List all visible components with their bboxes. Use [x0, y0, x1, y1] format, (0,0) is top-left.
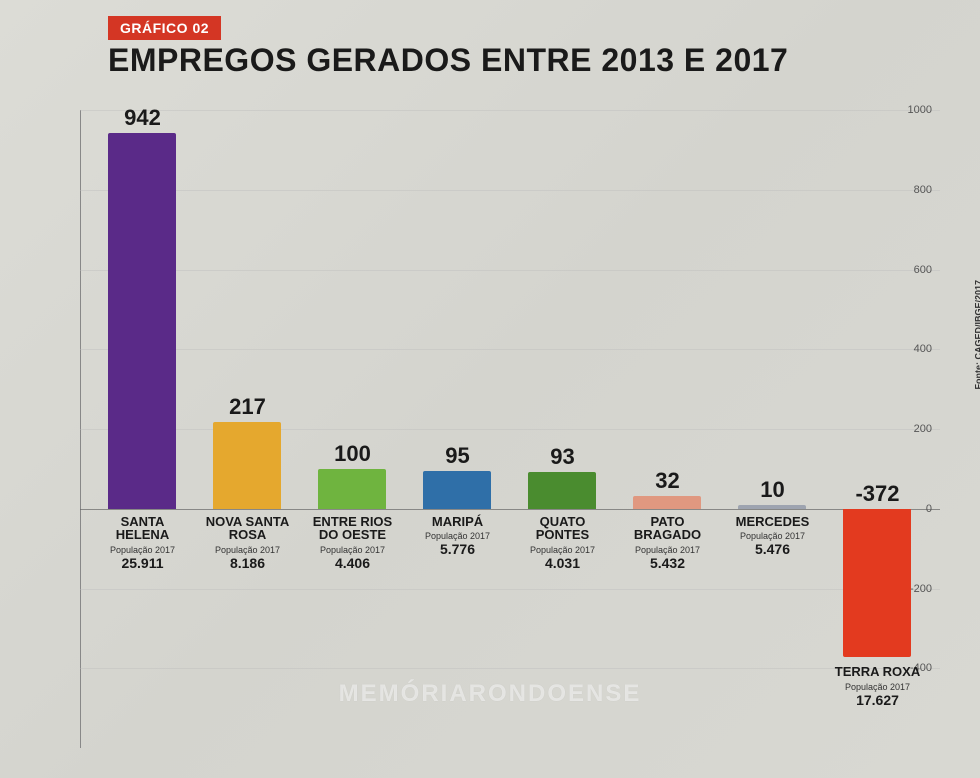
bar-pop-value: 4.406	[300, 555, 405, 571]
bar-pop-label: População 2017	[825, 682, 930, 692]
bar-value: 942	[90, 105, 195, 131]
bar-slot: 32 PATO BRAGADO População 20175.432	[615, 110, 720, 748]
bar-value: 32	[615, 468, 720, 494]
bar-pop-label: População 2017	[195, 545, 300, 555]
bar-pop-label: População 2017	[90, 545, 195, 555]
bar-pop-value: 17.627	[825, 692, 930, 708]
bar-name: PATO BRAGADO	[615, 515, 720, 542]
bar-pop-value: 5.476	[720, 541, 825, 557]
chart-badge: GRÁFICO 02	[108, 16, 221, 40]
bar-value: 95	[405, 443, 510, 469]
bar-value: 93	[510, 444, 615, 470]
bar-slot: 10 MERCEDES População 20175.476	[720, 110, 825, 748]
bar-slot: 93 QUATO PONTES População 20174.031	[510, 110, 615, 748]
bar-name: QUATO PONTES	[510, 515, 615, 542]
bar-name: SANTA HELENA	[90, 515, 195, 542]
bar-label: PATO BRAGADO População 20175.432	[615, 515, 720, 571]
bar-slot: 942SANTA HELENAPopulação 201725.911	[90, 110, 195, 748]
bar-pop-value: 25.911	[90, 555, 195, 571]
bar-label: QUATO PONTES População 20174.031	[510, 515, 615, 571]
bar-pop-value: 5.432	[615, 555, 720, 571]
bar-label: MERCEDES População 20175.476	[720, 515, 825, 558]
bar	[633, 496, 701, 509]
bar	[423, 471, 491, 509]
bar-slot: 95 MARIPÁ População 20175.776	[405, 110, 510, 748]
bar-label: ENTRE RIOS DO OESTE População 20174.406	[300, 515, 405, 571]
bar-name: ENTRE RIOS DO OESTE	[300, 515, 405, 542]
bar-pop-value: 4.031	[510, 555, 615, 571]
bar-name: TERRA ROXA	[825, 665, 930, 679]
bar-pop-value: 8.186	[195, 555, 300, 571]
bar	[213, 422, 281, 509]
bar-slot: 217 NOVA SANTA ROSA População 20178.186	[195, 110, 300, 748]
bar-name: MARIPÁ	[405, 515, 510, 529]
bar-pop-label: População 2017	[615, 545, 720, 555]
bar-label: SANTA HELENA População 201725.911	[90, 515, 195, 571]
bar-pop-label: População 2017	[720, 531, 825, 541]
bar-value: 10	[720, 477, 825, 503]
bar-value: 100	[300, 441, 405, 467]
bar-label: MARIPÁ População 20175.776	[405, 515, 510, 558]
bar-pop-label: População 2017	[300, 545, 405, 555]
bar-pop-label: População 2017	[405, 531, 510, 541]
chart-area: -400-20002004006008001000 942SANTA HELEN…	[30, 110, 940, 748]
bar-pop-label: População 2017	[510, 545, 615, 555]
bar	[108, 133, 176, 509]
bar-name: MERCEDES	[720, 515, 825, 529]
bar-value: 217	[195, 394, 300, 420]
chart-source: Fonte: CAGED/IBGE/2017	[974, 280, 980, 390]
bar-value: -372	[825, 481, 930, 507]
bar	[528, 472, 596, 509]
bar	[318, 469, 386, 509]
bar-pop-value: 5.776	[405, 541, 510, 557]
bar	[738, 505, 806, 509]
bar-name: NOVA SANTA ROSA	[195, 515, 300, 542]
chart-bars: 942SANTA HELENAPopulação 201725.911217NO…	[90, 110, 930, 748]
bar-label: NOVA SANTA ROSA População 20178.186	[195, 515, 300, 571]
chart-title: EMPREGOS GERADOS ENTRE 2013 E 2017	[108, 42, 788, 79]
bar	[843, 509, 911, 657]
bar-label: TERRA ROXA População 201717.627	[825, 665, 930, 708]
bar-slot: 100 ENTRE RIOS DO OESTE População 20174.40…	[300, 110, 405, 748]
bar-slot: -372 TERRA ROXA População 201717.627	[825, 110, 930, 748]
